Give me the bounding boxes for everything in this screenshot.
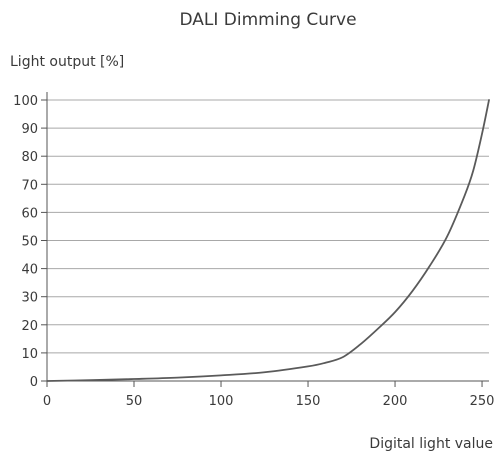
x-tick-label: 250 <box>470 394 495 409</box>
y-tick-label: 40 <box>21 263 38 278</box>
axes <box>41 92 489 387</box>
x-tick-label: 100 <box>209 394 234 409</box>
chart-title: DALI Dimming Curve <box>179 10 356 30</box>
x-tick-label: 50 <box>126 394 143 409</box>
y-tick-label: 30 <box>21 291 38 306</box>
y-tick-label: 60 <box>21 206 38 221</box>
y-tick-label: 20 <box>21 319 38 334</box>
y-tick-label: 10 <box>21 347 38 362</box>
y-tick-label: 80 <box>21 150 38 165</box>
x-tick-label: 150 <box>296 394 321 409</box>
series-layer <box>46 99 490 382</box>
y-tick-label: 100 <box>13 94 38 109</box>
y-tick-label: 90 <box>21 122 38 137</box>
y-tick-label: 0 <box>30 375 38 390</box>
y-tick-label: 50 <box>21 235 38 250</box>
x-tick-label: 0 <box>43 394 51 409</box>
x-axis-label: Digital light value <box>369 436 493 452</box>
series-line-0 <box>46 99 490 382</box>
tick-labels: 0 10 20 30 40 50 60 70 80 90 100 0 50 100 150 200 250 <box>13 94 494 409</box>
y-tick-label: 70 <box>21 178 38 193</box>
y-axis-label: Light output [%] <box>10 54 124 70</box>
grid-lines <box>47 99 489 354</box>
x-tick-label: 200 <box>383 394 408 409</box>
